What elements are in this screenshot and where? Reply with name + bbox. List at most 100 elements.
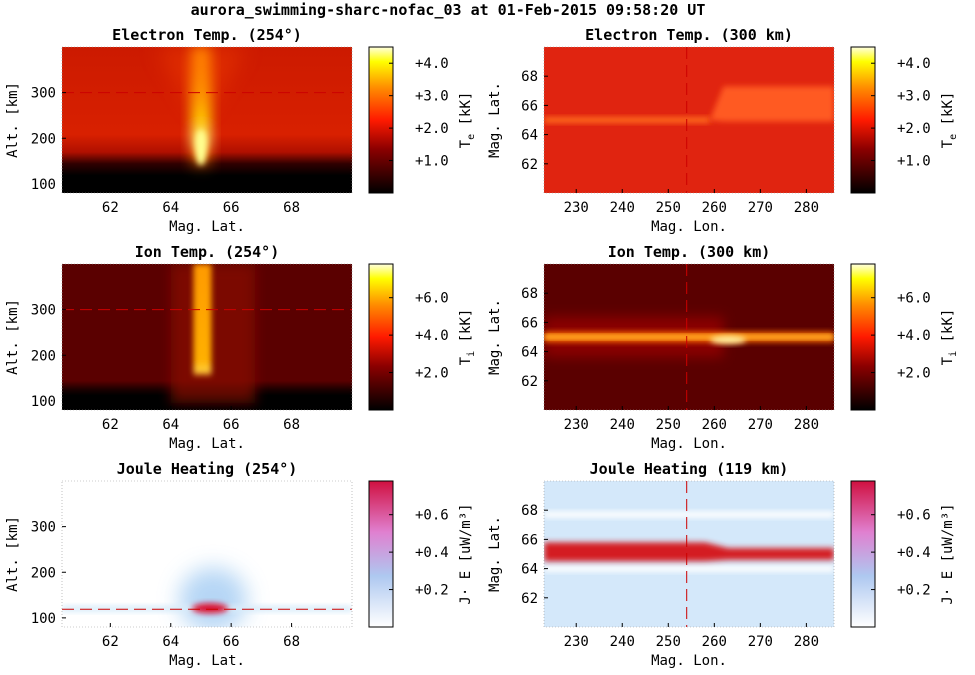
- panel-title: Joule Heating (254°): [117, 460, 298, 478]
- x-tick-label: 250: [656, 200, 681, 216]
- x-axis-label: Mag. Lat.: [169, 653, 245, 669]
- y-tick-label: 66: [521, 315, 538, 331]
- colorbar-gradient: [368, 46, 394, 194]
- x-tick-label: 62: [102, 200, 119, 216]
- x-axis-label: Mag. Lon.: [651, 436, 727, 452]
- x-tick-label: 64: [162, 417, 179, 433]
- colorbar-tick-label: +0.2: [897, 583, 931, 599]
- plot-frame: [543, 46, 835, 194]
- y-tick-label: 68: [521, 69, 538, 85]
- colorbar-label: Te [kK]: [940, 92, 959, 149]
- y-axis-label: Mag. Lat.: [487, 82, 503, 158]
- colorbar-tick-label: +2.0: [897, 121, 931, 137]
- x-tick-label: 250: [656, 634, 681, 650]
- colorbar-tick-label: +2.0: [415, 121, 449, 137]
- y-tick-label: 68: [521, 286, 538, 302]
- colorbar-tick-label: +3.0: [415, 89, 449, 105]
- plot-frame: [543, 480, 835, 628]
- heatmap-field: [544, 264, 834, 410]
- colorbar-gradient: [850, 46, 876, 194]
- colorbar-tick-label: +6.0: [415, 291, 449, 307]
- plot-frame: [61, 46, 353, 194]
- y-tick-label: 62: [521, 591, 538, 607]
- x-tick-label: 68: [283, 200, 300, 216]
- y-tick-label: 100: [31, 394, 56, 410]
- y-tick-label: 64: [521, 562, 538, 578]
- y-tick-label: 200: [31, 131, 56, 147]
- y-tick-label: 200: [31, 565, 56, 581]
- plot-frame: [543, 263, 835, 411]
- x-tick-label: 230: [564, 634, 589, 650]
- x-tick-label: 240: [610, 417, 635, 433]
- x-tick-label: 240: [610, 200, 635, 216]
- colorbar-gradient: [850, 263, 876, 411]
- figure-title: aurora_swimming-sharc-nofac_03 at 01-Feb…: [191, 1, 706, 19]
- x-axis-label: Mag. Lat.: [169, 219, 245, 235]
- y-tick-label: 68: [521, 503, 538, 519]
- x-axis-label: Mag. Lat.: [169, 436, 245, 452]
- panel-ti-alt: Ion Temp. (254°) 62 64 66 68 100 200 300 Mag. La…: [5, 243, 477, 452]
- panel-title: Ion Temp. (300 km): [608, 243, 771, 261]
- panel-jh-map: Joule Heating (119 km) 230 240 250 260 270 280…: [487, 460, 956, 669]
- colorbar-label: Ti [kK]: [940, 309, 959, 366]
- panel-te-map: Electron Temp. (300 km) 230 240 250 260 270 28…: [487, 26, 959, 235]
- colorbar: +2.0 +4.0 +6.0 Ti [kK]: [368, 263, 477, 411]
- colorbar: +1.0 +2.0 +3.0 +4.0 Te [kK]: [850, 46, 959, 194]
- colorbar-gradient: [850, 480, 876, 628]
- colorbar-tick-label: +2.0: [897, 366, 931, 382]
- colorbar-tick-label: +1.0: [897, 154, 931, 170]
- x-tick-label: 240: [610, 634, 635, 650]
- colorbar-gradient: [368, 480, 394, 628]
- x-tick-label: 230: [564, 417, 589, 433]
- colorbar-tick-label: +3.0: [897, 89, 931, 105]
- panel-title: Electron Temp. (300 km): [585, 26, 793, 44]
- colorbar-tick-label: +6.0: [897, 291, 931, 307]
- y-tick-label: 100: [31, 177, 56, 193]
- colorbar-tick-label: +4.0: [897, 56, 931, 72]
- x-tick-label: 280: [794, 200, 819, 216]
- panel-title: Ion Temp. (254°): [135, 243, 280, 261]
- colorbar-tick-label: +0.4: [415, 545, 449, 561]
- x-tick-label: 260: [702, 200, 727, 216]
- x-tick-label: 230: [564, 200, 589, 216]
- heatmap-field: [62, 47, 352, 193]
- y-tick-label: 64: [521, 128, 538, 144]
- colorbar-tick-label: +0.4: [897, 545, 931, 561]
- y-axis-label: Mag. Lat.: [487, 299, 503, 375]
- heatmap-field: [62, 481, 352, 627]
- colorbar-tick-label: +0.6: [415, 508, 449, 524]
- y-tick-label: 62: [521, 157, 538, 173]
- x-tick-label: 68: [283, 634, 300, 650]
- panel-title: Electron Temp. (254°): [112, 26, 302, 44]
- colorbar-label: J· E [uW/m³]: [458, 503, 474, 604]
- x-tick-label: 66: [223, 417, 240, 433]
- plot-frame: [61, 480, 353, 628]
- x-tick-label: 64: [162, 200, 179, 216]
- panel-jh-alt: Joule Heating (254°) 62 64 66 68 100 200 300 Mag…: [5, 460, 474, 669]
- x-tick-label: 260: [702, 634, 727, 650]
- colorbar-tick-label: +0.6: [897, 508, 931, 524]
- colorbar-label: J· E [uW/m³]: [940, 503, 956, 604]
- x-tick-label: 280: [794, 634, 819, 650]
- colorbar-tick-label: +1.0: [415, 154, 449, 170]
- x-tick-label: 62: [102, 634, 119, 650]
- x-tick-label: 270: [748, 200, 773, 216]
- colorbar: +0.2 +0.4 +0.6 J· E [uW/m³]: [850, 480, 956, 628]
- heatmap-field: [62, 264, 352, 410]
- y-axis-label: Alt. [km]: [5, 82, 21, 158]
- x-axis-label: Mag. Lon.: [651, 653, 727, 669]
- colorbar: +0.2 +0.4 +0.6 J· E [uW/m³]: [368, 480, 474, 628]
- x-tick-label: 66: [223, 634, 240, 650]
- y-tick-label: 200: [31, 348, 56, 364]
- x-tick-label: 62: [102, 417, 119, 433]
- y-tick-label: 62: [521, 374, 538, 390]
- y-tick-label: 100: [31, 611, 56, 627]
- colorbar-label: Te [kK]: [458, 92, 477, 149]
- x-tick-label: 280: [794, 417, 819, 433]
- panel-ti-map: Ion Temp. (300 km) 230 240 250 260 270 280 62 64…: [487, 243, 959, 452]
- heatmap-field: [544, 481, 834, 627]
- y-axis-label: Mag. Lat.: [487, 516, 503, 592]
- panel-te-alt: Electron Temp. (254°) 62 64 66 68 100 200 300 Ma…: [5, 26, 477, 235]
- x-tick-label: 270: [748, 634, 773, 650]
- panel-title: Joule Heating (119 km): [590, 460, 789, 478]
